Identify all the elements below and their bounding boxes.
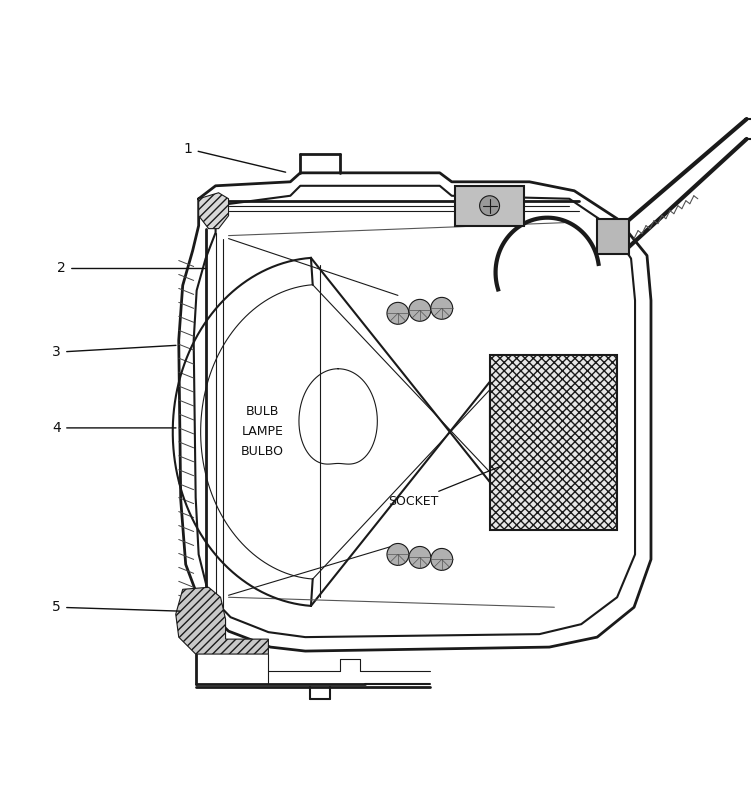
Bar	[490, 355, 617, 530]
Text: 5: 5	[53, 600, 180, 614]
Circle shape	[431, 298, 453, 319]
Text: 1: 1	[183, 142, 286, 172]
Circle shape	[387, 543, 409, 566]
Circle shape	[431, 549, 453, 570]
Bar	[455, 186, 524, 226]
Circle shape	[480, 196, 499, 216]
Circle shape	[387, 302, 409, 324]
Text: 3: 3	[53, 345, 176, 359]
Polygon shape	[199, 193, 229, 229]
Text: SOCKET: SOCKET	[388, 466, 502, 508]
Text: 2: 2	[57, 262, 206, 275]
Circle shape	[409, 546, 431, 568]
Text: 4: 4	[53, 421, 176, 435]
Polygon shape	[176, 587, 268, 654]
Bar	[597, 218, 629, 254]
Circle shape	[409, 299, 431, 322]
Text: BULB
LAMPE
BULBO: BULB LAMPE BULBO	[241, 406, 284, 458]
